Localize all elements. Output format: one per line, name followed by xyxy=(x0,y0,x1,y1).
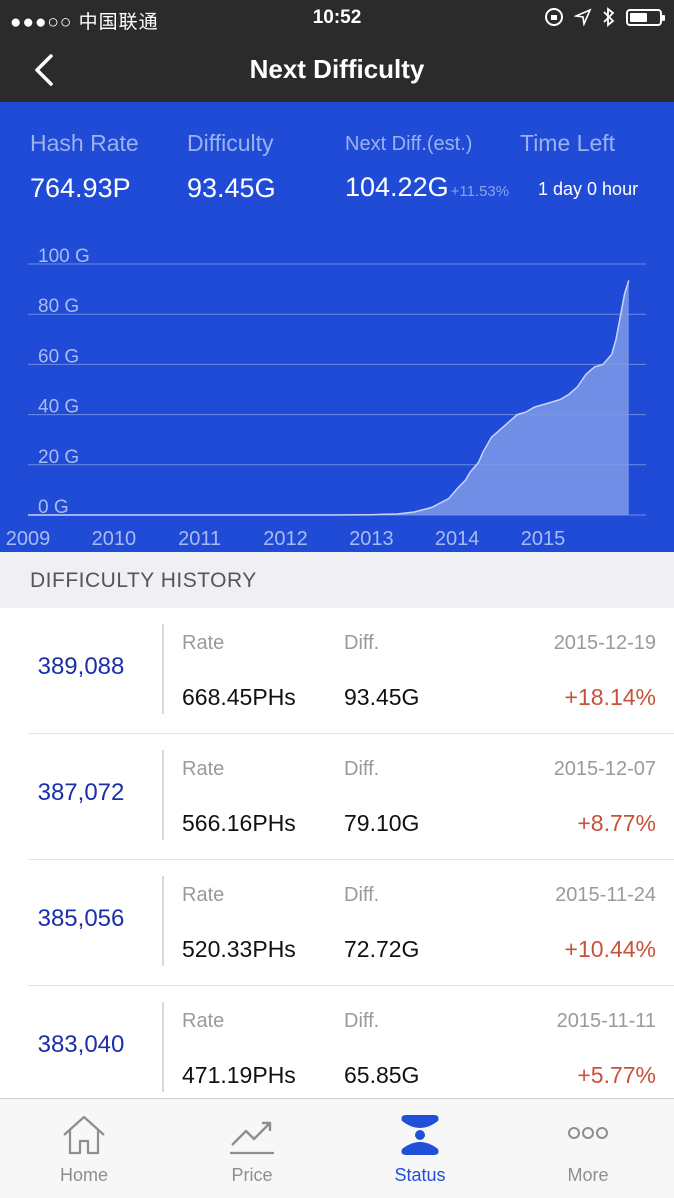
row-rate: 566.16PHs xyxy=(182,810,296,836)
history-title: DIFFICULTY HISTORY xyxy=(30,569,257,592)
y-tick-label: 60 G xyxy=(38,346,79,367)
row-rate: 668.45PHs xyxy=(182,684,296,710)
location-icon xyxy=(574,8,592,26)
row-diff: 72.72G xyxy=(344,936,420,962)
battery-icon xyxy=(626,8,665,26)
x-tick-label: 2012 xyxy=(263,528,308,550)
page-title: Next Difficulty xyxy=(249,54,425,84)
difficulty-area xyxy=(28,280,629,515)
row-date: 2015-12-07 xyxy=(553,758,656,780)
rate-label: Rate xyxy=(182,884,225,906)
row-change: +10.44% xyxy=(564,936,656,962)
difficulty-chart: 100 G 80 G 60 G 40 G 20 G 0 G 2009 2010 2011 2012… xyxy=(6,246,646,550)
row-rate: 471.19PHs xyxy=(182,1062,296,1088)
tab-more-label: More xyxy=(567,1165,609,1185)
nav-bar: Next Difficulty xyxy=(0,36,674,102)
y-tick-label: 0 G xyxy=(38,497,69,518)
next-diff-label: Next Diff.(est.) xyxy=(345,133,473,155)
diff-label: Diff. xyxy=(344,632,380,654)
tab-price-label: Price xyxy=(231,1165,273,1185)
row-change: +8.77% xyxy=(577,810,656,836)
block-height[interactable]: 383,040 xyxy=(37,1031,125,1058)
status-bar: ●●●○○ 中国联通 10:52 xyxy=(0,0,674,36)
block-height[interactable]: 389,088 xyxy=(37,653,125,680)
carrier-signal: ●●●○○ 中国联通 xyxy=(10,12,159,33)
next-diff-stat: Next Diff.(est.) 104.22G +11.53% xyxy=(345,130,509,203)
orientation-lock-icon xyxy=(545,8,563,26)
row-date: 2015-11-24 xyxy=(555,884,656,906)
row-divider xyxy=(162,876,164,966)
history-row[interactable]: 389,088 Rate Diff. 2015-12-19 668.45PHs 93.45… xyxy=(0,608,674,734)
x-tick-label: 2013 xyxy=(349,528,394,550)
status-time: 10:52 xyxy=(312,7,362,28)
row-separator xyxy=(28,985,674,986)
y-tick-label: 40 G xyxy=(38,397,79,418)
history-row[interactable]: 387,072 Rate Diff. 2015-12-07 566.16PHs 79.10… xyxy=(0,734,674,860)
next-diff-change: +11.53% xyxy=(450,183,510,200)
diff-label: Diff. xyxy=(344,884,380,906)
row-diff: 65.85G xyxy=(344,1062,420,1088)
hash-rate-label: Hash Rate xyxy=(30,130,139,156)
time-left-label: Time Left xyxy=(520,130,616,156)
row-separator xyxy=(28,733,674,734)
tab-status-label: Status xyxy=(394,1165,446,1185)
row-divider xyxy=(162,1002,164,1092)
difficulty-label: Difficulty xyxy=(187,130,274,156)
history-row[interactable]: 385,056 Rate Diff. 2015-11-24 520.33PHs 72.72… xyxy=(0,860,674,986)
row-date: 2015-11-11 xyxy=(556,1010,656,1032)
row-divider xyxy=(162,750,164,840)
next-diff-value: 104.22G xyxy=(345,172,449,202)
home-icon xyxy=(63,1115,105,1155)
diff-label: Diff. xyxy=(344,758,380,780)
row-divider xyxy=(162,624,164,714)
diff-label: Diff. xyxy=(344,1010,380,1032)
x-tick-label: 2015 xyxy=(521,528,566,550)
hash-rate-stat: Hash Rate 764.93P xyxy=(30,130,139,204)
difficulty-stat: Difficulty 93.45G xyxy=(187,130,276,204)
row-separator xyxy=(28,859,674,860)
hash-rate-value: 764.93P xyxy=(30,173,131,203)
time-left-value: 1 day 0 hour xyxy=(538,179,639,199)
rate-label: Rate xyxy=(182,632,225,654)
x-tick-label: 2010 xyxy=(92,528,137,550)
y-tick-label: 100 G xyxy=(38,246,90,267)
difficulty-line xyxy=(28,280,630,516)
x-tick-label: 2014 xyxy=(435,528,480,550)
more-dots-icon xyxy=(568,1127,608,1139)
trend-chart-icon xyxy=(230,1121,274,1155)
row-rate: 520.33PHs xyxy=(182,936,296,962)
block-height[interactable]: 387,072 xyxy=(37,779,125,806)
tab-price[interactable]: Price xyxy=(168,1099,336,1198)
bluetooth-icon xyxy=(603,7,615,27)
row-change: +18.14% xyxy=(564,684,656,710)
x-tick-label: 2011 xyxy=(178,528,221,550)
status-icons xyxy=(544,7,665,27)
top-bar: ●●●○○ 中国联通 10:52 Next Difficulty xyxy=(0,0,674,102)
tab-more[interactable]: More xyxy=(504,1099,672,1198)
x-tick-label: 2009 xyxy=(6,528,51,550)
y-tick-label: 20 G xyxy=(38,447,79,468)
difficulty-value: 93.45G xyxy=(187,173,276,203)
row-diff: 93.45G xyxy=(344,684,420,710)
tab-home[interactable]: Home xyxy=(0,1099,168,1198)
tab-home-label: Home xyxy=(59,1165,108,1185)
row-diff: 79.10G xyxy=(344,810,420,836)
history-row[interactable]: 383,040 Rate Diff. 2015-11-11 471.19PHs 65.85… xyxy=(0,986,674,1098)
status-icon xyxy=(401,1115,439,1155)
rate-label: Rate xyxy=(182,1010,225,1032)
tab-bar: Home Price Status More xyxy=(0,1098,674,1198)
rate-label: Rate xyxy=(182,758,225,780)
row-change: +5.77% xyxy=(577,1062,656,1088)
tab-status[interactable]: Status xyxy=(336,1099,504,1198)
y-tick-label: 80 G xyxy=(38,296,79,317)
chevron-left-icon[interactable] xyxy=(26,50,66,90)
history-list[interactable]: 389,088 Rate Diff. 2015-12-19 668.45PHs 93.45… xyxy=(0,608,674,1098)
difficulty-panel: Hash Rate 764.93P Difficulty 93.45G Next… xyxy=(0,102,674,552)
time-left-stat: Time Left 1 day 0 hour xyxy=(520,130,638,200)
row-date: 2015-12-19 xyxy=(553,632,656,654)
history-section-header: DIFFICULTY HISTORY xyxy=(0,552,674,608)
block-height[interactable]: 385,056 xyxy=(37,905,125,932)
